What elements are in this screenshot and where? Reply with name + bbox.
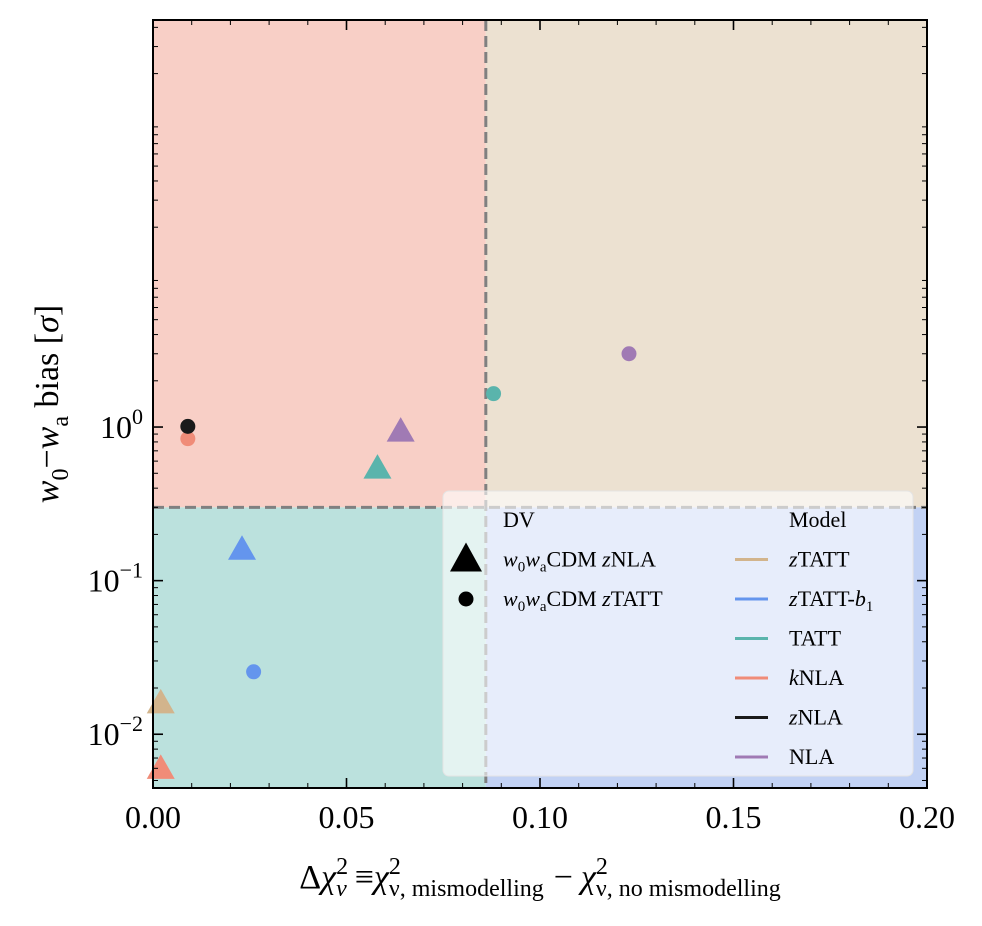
x-tick-label: 0.10	[512, 799, 568, 835]
legend-model-entry: zTATT	[788, 547, 850, 572]
legend-dv-entry: w0waCDM zTATT	[503, 586, 663, 615]
legend-dv-title: DV	[503, 507, 535, 532]
triangle-marker-ztatt-b1	[228, 535, 257, 560]
legend-dv-entry: w0waCDM zNLA	[503, 547, 656, 576]
circle-marker-tatt	[486, 386, 502, 402]
circle-marker-znla	[180, 418, 196, 434]
circle-marker-nla	[621, 346, 637, 362]
legend-circle-marker	[458, 591, 474, 607]
legend-triangle-marker	[450, 542, 482, 572]
tick-labels: 0.00 0.05 0.10 0.15 0.20 100 10−1 10−2	[88, 404, 955, 835]
y-tick-label: 10−2	[88, 711, 143, 752]
legend-model-entry: TATT	[789, 626, 842, 651]
region-bottom-left	[153, 507, 486, 788]
region-top-right	[485, 20, 927, 508]
legend-model-entry: zNLA	[788, 705, 843, 730]
x-tick-label: 0.05	[319, 799, 375, 835]
circle-marker-ztatt-b1	[246, 664, 262, 680]
y-tick-label: 10−1	[88, 558, 143, 599]
x-tick-label: 0.00	[125, 799, 181, 835]
x-tick-label: 0.15	[706, 799, 762, 835]
axis-ticks	[152, 20, 928, 788]
legend-box	[442, 490, 914, 777]
legend: DV Model w0waCDM zNLA w0waCDM zTATT zTATT zTA…	[442, 490, 914, 777]
x-tick-label: 0.20	[899, 799, 955, 835]
legend-model-entry: NLA	[789, 744, 834, 769]
triangle-marker-nla	[386, 417, 415, 442]
triangle-marker-tatt	[363, 454, 392, 479]
y-axis-label: w0−wa bias [σ]	[29, 305, 74, 503]
legend-model-entry: zTATT-b1	[788, 586, 873, 615]
legend-model-title: Model	[789, 507, 846, 532]
region-top-left	[153, 20, 486, 508]
legend-model-entry: kNLA	[789, 665, 844, 690]
x-axis-label: Δχ2 ν ≡χ2 ν, mismodelling − χ2 ν, no mismodell…	[299, 854, 781, 902]
y-tick-label: 100	[100, 404, 143, 445]
circle-marker-knla	[180, 431, 196, 447]
